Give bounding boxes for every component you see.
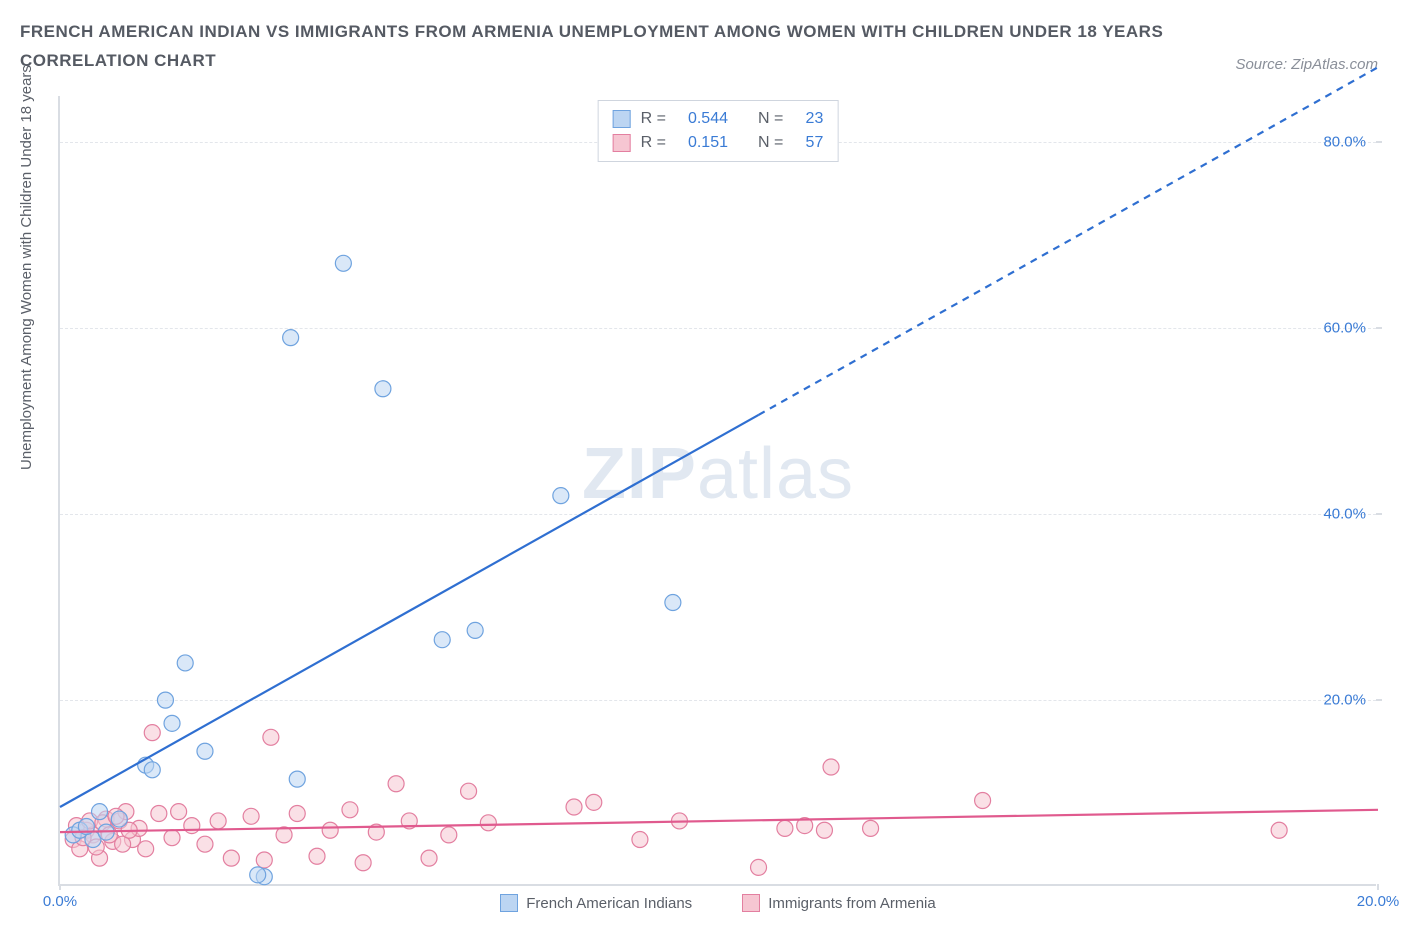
data-point <box>256 852 272 868</box>
data-point <box>171 804 187 820</box>
bottom-legend: French American Indians Immigrants from A… <box>60 894 1376 912</box>
data-point <box>335 255 351 271</box>
scatter-plot <box>60 96 1376 884</box>
data-point <box>751 859 767 875</box>
legend-label: Immigrants from Armenia <box>768 895 936 912</box>
data-point <box>138 841 154 857</box>
data-point <box>777 820 793 836</box>
title-block: FRENCH AMERICAN INDIAN VS IMMIGRANTS FRO… <box>0 0 1406 76</box>
data-point <box>289 806 305 822</box>
x-tick-label: 20.0% <box>1357 893 1400 910</box>
data-point <box>863 820 879 836</box>
data-point <box>177 655 193 671</box>
legend-swatch <box>500 894 518 912</box>
data-point <box>342 802 358 818</box>
source-label: Source: ZipAtlas.com <box>1235 56 1378 73</box>
stats-box: R = 0.544 N = 23 R = 0.151 N = 57 <box>598 100 839 162</box>
plot-frame: 20.0%40.0%60.0%80.0% ZIPatlas R =0.544N … <box>58 96 1376 886</box>
stat-n-label: N = <box>758 131 783 155</box>
data-point <box>157 692 173 708</box>
legend-swatch <box>613 134 631 152</box>
stat-r-value: 0.151 <box>676 131 728 155</box>
trend-line-extrapolated <box>759 67 1378 415</box>
stat-r-label: R = <box>641 107 666 131</box>
data-point <box>144 762 160 778</box>
trend-line <box>60 415 759 807</box>
data-point <box>665 595 681 611</box>
y-axis-label: Unemployment Among Women with Children U… <box>18 65 35 470</box>
stat-n-value: 57 <box>793 131 823 155</box>
data-point <box>164 830 180 846</box>
data-point <box>223 850 239 866</box>
data-point <box>263 729 279 745</box>
data-point <box>632 832 648 848</box>
data-point <box>283 330 299 346</box>
chart-area: 20.0%40.0%60.0%80.0% ZIPatlas R =0.544N … <box>58 96 1376 886</box>
data-point <box>322 822 338 838</box>
data-point <box>461 783 477 799</box>
title-line-1: FRENCH AMERICAN INDIAN VS IMMIGRANTS FRO… <box>20 18 1386 47</box>
data-point <box>441 827 457 843</box>
data-point <box>111 811 127 827</box>
data-point <box>355 855 371 871</box>
data-point <box>1271 822 1287 838</box>
data-point <box>197 743 213 759</box>
stat-r-value: 0.544 <box>676 107 728 131</box>
data-point <box>434 632 450 648</box>
data-point <box>553 488 569 504</box>
legend-swatch <box>742 894 760 912</box>
legend-swatch <box>613 110 631 128</box>
data-point <box>289 771 305 787</box>
stats-row: R = 0.544 N = 23 <box>613 107 824 131</box>
stats-row: R = 0.151 N = 57 <box>613 131 824 155</box>
legend-label: French American Indians <box>526 895 692 912</box>
data-point <box>480 815 496 831</box>
data-point <box>250 867 266 883</box>
data-point <box>243 808 259 824</box>
data-point <box>975 792 991 808</box>
data-point <box>151 806 167 822</box>
data-point <box>816 822 832 838</box>
stat-n-label: N = <box>758 107 783 131</box>
data-point <box>566 799 582 815</box>
data-point <box>184 818 200 834</box>
legend-item: French American Indians <box>500 894 692 912</box>
stat-r-label: R = <box>641 131 666 155</box>
data-point <box>164 715 180 731</box>
data-point <box>309 848 325 864</box>
data-point <box>388 776 404 792</box>
x-tick-label: 0.0% <box>43 893 77 910</box>
data-point <box>421 850 437 866</box>
stat-n-value: 23 <box>793 107 823 131</box>
data-point <box>375 381 391 397</box>
data-point <box>144 725 160 741</box>
data-point <box>467 622 483 638</box>
legend-item: Immigrants from Armenia <box>742 894 936 912</box>
data-point <box>197 836 213 852</box>
data-point <box>586 794 602 810</box>
data-point <box>92 804 108 820</box>
title-line-2: CORRELATION CHART <box>20 47 1386 76</box>
data-point <box>210 813 226 829</box>
data-point <box>823 759 839 775</box>
